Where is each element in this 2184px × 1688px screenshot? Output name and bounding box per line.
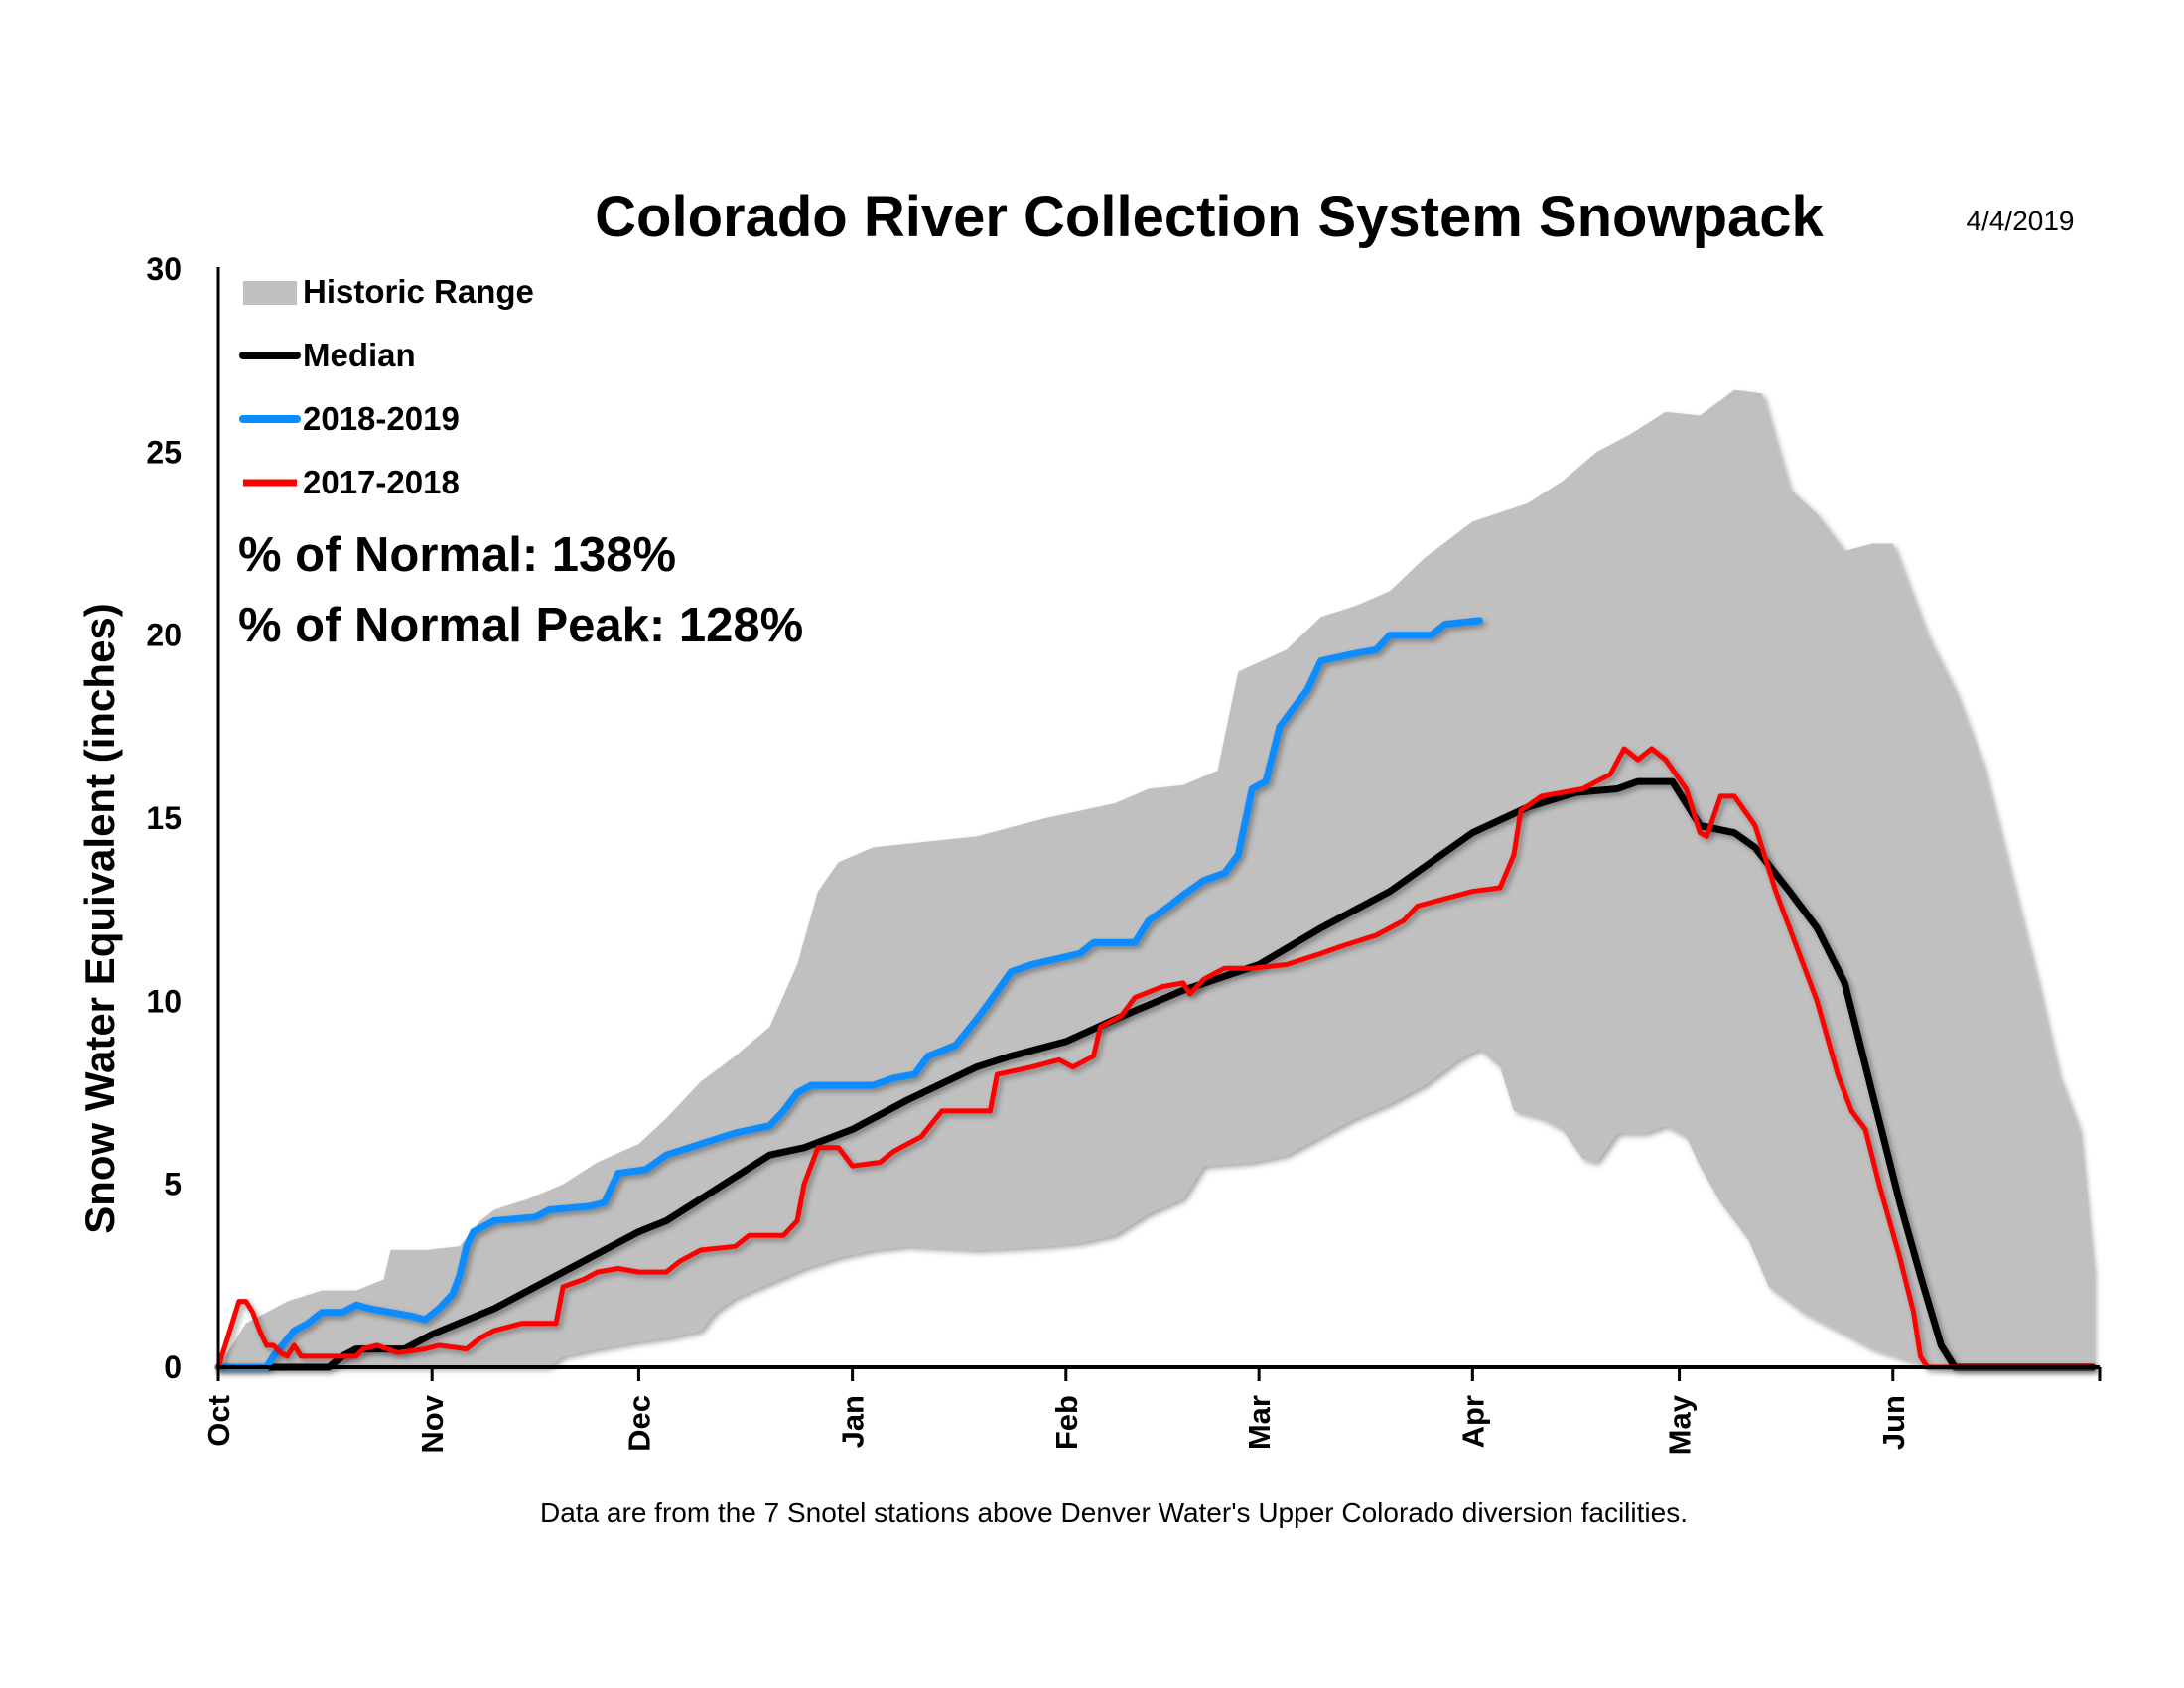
y-axis-label: Snow Water Equivalent (inches)	[76, 603, 123, 1234]
x-tick-label-dec: Dec	[621, 1395, 656, 1452]
footnote: Data are from the 7 Snotel stations abov…	[540, 1497, 1688, 1528]
x-tick-label-may: May	[1663, 1394, 1698, 1455]
legend-label-2017-2018: 2017-2018	[303, 464, 460, 500]
pct-normal-annotation: % of Normal: 138%	[238, 528, 676, 582]
x-tick-label-jan: Jan	[836, 1395, 871, 1448]
y-tick-label: 0	[164, 1349, 182, 1385]
legend-label-2018-2019: 2018-2019	[303, 400, 460, 437]
x-tick-label-feb: Feb	[1049, 1395, 1084, 1450]
legend: Historic Range Median 2018-2019 2017-201…	[239, 273, 534, 500]
series-line-2018-2019	[214, 617, 1483, 1371]
y-tick-label: 30	[146, 251, 182, 287]
historic-range-area	[218, 389, 2094, 1367]
y-tick-label: 5	[164, 1167, 182, 1202]
legend-label-median: Median	[303, 337, 416, 373]
x-tick-label-oct: Oct	[202, 1395, 236, 1447]
x-tick-label-nov: Nov	[415, 1394, 450, 1453]
x-tick-label-apr: Apr	[1455, 1395, 1490, 1448]
chart-date: 4/4/2019	[1967, 206, 2075, 236]
series-line-2017-2018	[215, 746, 2096, 1370]
y-tick-label: 20	[146, 618, 182, 653]
chart-title: Colorado River Collection System Snowpac…	[595, 185, 1824, 249]
pct-normal-peak-annotation: % of Normal Peak: 128%	[238, 599, 803, 652]
y-tick-label: 15	[146, 800, 182, 836]
x-tick-label-jun: Jun	[1876, 1395, 1911, 1450]
x-tick-label-mar: Mar	[1242, 1395, 1277, 1450]
y-tick-label: 10	[146, 983, 182, 1019]
series-line-median	[214, 777, 2097, 1371]
y-tick-label: 25	[146, 434, 182, 470]
legend-label-historic-range: Historic Range	[303, 273, 534, 310]
legend-swatch-historic-range	[243, 281, 297, 305]
